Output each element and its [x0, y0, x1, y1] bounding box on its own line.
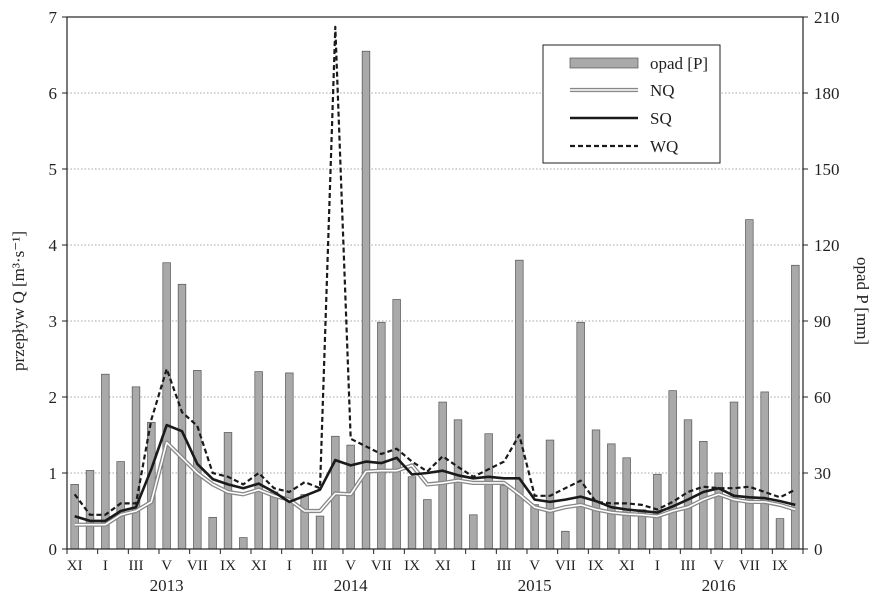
x-month-label: IX: [220, 558, 236, 574]
legend: opad [P] NQ SQ WQ: [542, 44, 721, 164]
wq-line: [73, 25, 796, 516]
precipitation-bar: [423, 499, 432, 550]
y-left-tick-label: 5: [49, 160, 58, 179]
y-right-tick-label: 0: [814, 540, 823, 559]
x-month-label: III: [681, 558, 696, 574]
x-month-label: VII: [555, 558, 576, 574]
precipitation-bars: [70, 50, 800, 550]
x-month-label: V: [345, 558, 356, 574]
x-month-label: V: [161, 558, 172, 574]
x-axis-ticks: XI I III V VII IX XI I III V VII IX XI I III V VII IX XI I I…: [66, 549, 804, 595]
precipitation-bar: [760, 391, 769, 550]
precipitation-bar: [699, 440, 708, 550]
y-axis-right-ticks: 0 30 60 90 120 150 180 210: [803, 8, 840, 559]
x-month-label: I: [655, 558, 660, 574]
x-month-label: XI: [619, 558, 635, 574]
y-right-tick-label: 210: [814, 8, 840, 27]
x-month-label: VII: [187, 558, 208, 574]
precipitation-bar: [561, 530, 570, 550]
precipitation-bar: [269, 491, 279, 550]
precipitation-bar: [591, 429, 601, 550]
precipitation-bar: [239, 537, 248, 550]
x-year-label: 2016: [702, 576, 736, 595]
x-month-label: VII: [739, 558, 760, 574]
precipitation-bar: [131, 386, 141, 550]
x-month-label: III: [497, 558, 512, 574]
precipitation-bar: [254, 371, 263, 550]
precipitation-bar: [315, 515, 325, 550]
precipitation-bar: [300, 494, 309, 550]
sq-line: [74, 423, 796, 523]
x-month-label: III: [129, 558, 144, 574]
x-year-label: 2014: [334, 576, 369, 595]
precipitation-bar: [407, 476, 417, 550]
precipitation-bar: [499, 485, 509, 550]
x-month-label: I: [471, 558, 476, 574]
y-right-tick-label: 90: [814, 312, 831, 331]
x-month-label: IX: [772, 558, 788, 574]
y-left-tick-label: 3: [49, 312, 58, 331]
x-month-label: IX: [588, 558, 604, 574]
y-left-tick-label: 0: [49, 540, 58, 559]
y-left-tick-label: 7: [49, 8, 58, 27]
x-month-label: I: [103, 558, 108, 574]
y-right-tick-label: 180: [814, 84, 840, 103]
precipitation-bar: [683, 419, 693, 550]
x-year-label: 2013: [150, 576, 184, 595]
precipitation-bar: [729, 401, 739, 550]
precipitation-bar: [177, 283, 187, 550]
precipitation-bar: [392, 299, 401, 550]
x-month-label: V: [713, 558, 724, 574]
x-month-label: XI: [251, 558, 267, 574]
y-axis-left-label: przepływ Q [m³·s⁻¹]: [9, 231, 28, 371]
y-right-tick-label: 60: [814, 388, 831, 407]
precipitation-bar: [515, 259, 524, 550]
y-left-tick-label: 2: [49, 388, 58, 407]
y-left-tick-label: 4: [49, 236, 58, 255]
precipitation-bar: [668, 390, 677, 550]
y-left-tick-label: 6: [49, 84, 58, 103]
precipitation-bar: [346, 444, 355, 550]
precipitation-bar: [775, 518, 785, 550]
y-right-tick-label: 30: [814, 464, 831, 483]
legend-label: WQ: [650, 137, 678, 156]
x-month-label: XI: [67, 558, 83, 574]
precipitation-bar: [453, 419, 463, 550]
precipitation-bar: [714, 472, 723, 550]
legend-swatch-opad: [569, 57, 639, 69]
precipitation-bar: [208, 516, 217, 550]
legend-label: SQ: [650, 109, 672, 128]
precipitation-bar: [607, 443, 616, 550]
precipitation-bar: [530, 504, 539, 550]
x-year-label: 2015: [518, 576, 552, 595]
x-month-label: V: [529, 558, 540, 574]
precipitation-bar: [438, 401, 447, 550]
discharge-lines: [73, 25, 796, 527]
y-right-tick-label: 120: [814, 236, 840, 255]
precipitation-bar: [484, 433, 493, 550]
y-right-tick-label: 150: [814, 160, 840, 179]
precipitation-bar: [576, 321, 585, 550]
legend-label: NQ: [650, 81, 675, 100]
precipitation-bar: [377, 321, 386, 550]
precipitation-bar: [791, 264, 800, 550]
y-axis-right-label: opad P [mm]: [853, 257, 872, 345]
y-axis-left-ticks: 0 1 2 3 4 5 6 7: [49, 8, 67, 559]
precipitation-bar: [162, 262, 171, 550]
x-month-label: IX: [404, 558, 420, 574]
nq-line: [74, 441, 796, 526]
y-left-tick-label: 1: [49, 464, 58, 483]
x-month-label: XI: [435, 558, 451, 574]
x-month-label: III: [313, 558, 328, 574]
x-month-label: I: [287, 558, 292, 574]
precipitation-bar: [469, 514, 478, 550]
x-month-label: VII: [371, 558, 392, 574]
legend-label: opad [P]: [650, 54, 708, 73]
precipitation-bar: [285, 372, 294, 550]
